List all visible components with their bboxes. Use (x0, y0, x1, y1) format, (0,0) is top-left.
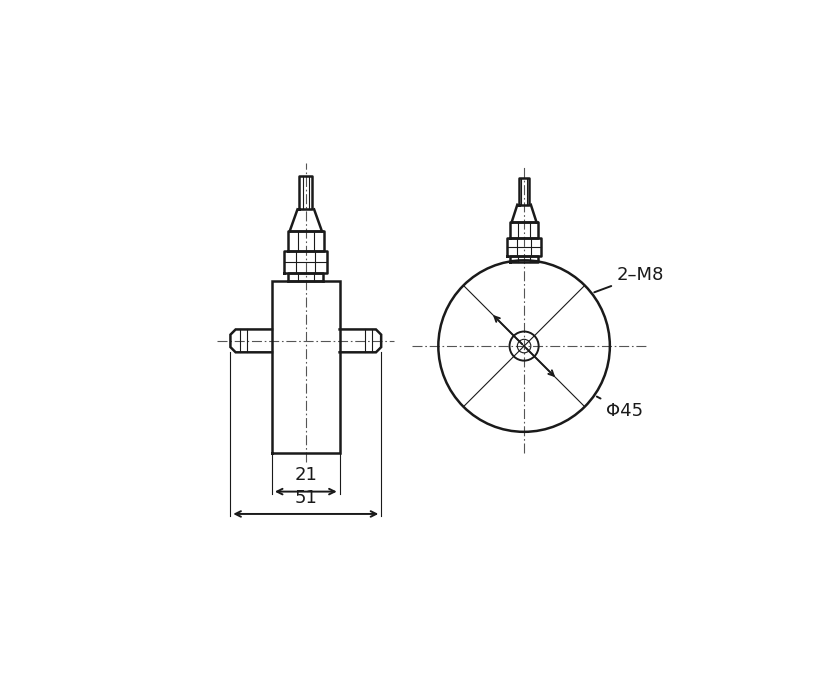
Text: 21: 21 (295, 466, 317, 485)
Text: 2–M8: 2–M8 (595, 266, 664, 292)
Text: Φ45: Φ45 (597, 396, 643, 420)
Text: 51: 51 (295, 489, 317, 507)
